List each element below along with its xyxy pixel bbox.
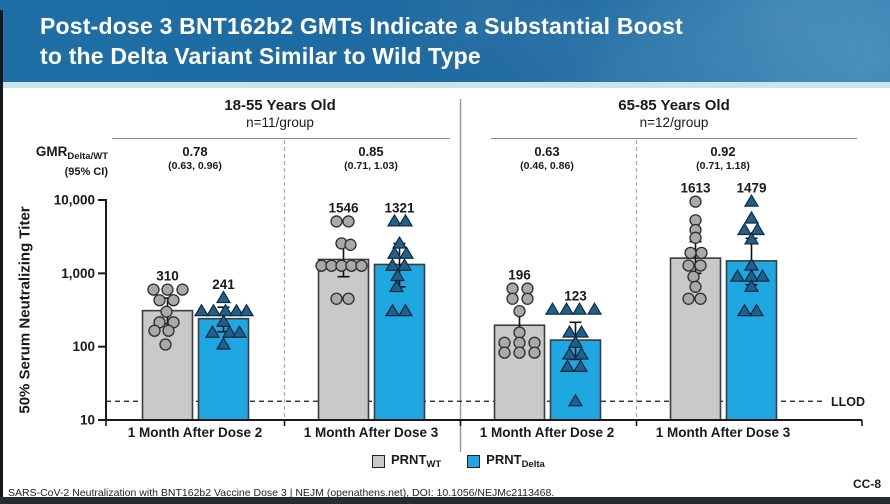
gmr-value-group3: 0.63 (0.46, 0.86) [459,144,635,174]
gmr-value: 0.78 [182,144,208,159]
gmr-ci: (0.71, 1.18) [696,160,750,172]
gmr-ci: (0.46, 0.86) [520,160,574,172]
gmr-ci: (0.63, 0.96) [168,160,222,172]
source-citation: SARS-CoV-2 Neutralization with BNT162b2 … [8,487,555,499]
title-banner: Post-dose 3 BNT162b2 GMTs Indicate a Sub… [0,0,890,82]
gmr-ci-label: (95% CI) [64,166,108,178]
slide-title: Post-dose 3 BNT162b2 GMTs Indicate a Sub… [40,11,683,71]
gmr-value: 0.63 [534,144,560,159]
svg-text:196: 196 [508,268,531,283]
wt-swatch-icon [372,454,385,468]
svg-text:10: 10 [80,413,95,428]
chart-legend: PRNTWT PRNTDelta [372,452,545,470]
svg-text:310: 310 [156,269,179,284]
panel-header-65-85: 65-85 Years Old n=12/group [491,97,857,130]
legend-item-delta: PRNTDelta [467,452,545,470]
gmr-label-subscript: Delta/WT [67,151,108,162]
svg-text:1479: 1479 [736,181,766,196]
y-axis-title: 50% Serum Neutralizing Titer [16,206,34,414]
gmr-value-group1: 0.78 (0.63, 0.96) [107,144,283,174]
x-label-group3: 1 Month After Dose 2 [479,425,615,440]
gmr-value-group4: 0.92 (0.71, 1.18) [635,144,811,174]
llod-label: LLOD [831,395,866,409]
svg-text:241: 241 [212,277,235,292]
svg-text:1321: 1321 [384,200,415,215]
panel-title: 65-85 Years Old [618,97,730,114]
svg-text:123: 123 [564,289,587,304]
banner-accent-strip [0,82,890,88]
gmr-value-group2: 0.85 (0.71, 1.03) [283,144,459,174]
gmr-row-header: GMRDelta/WT (95% CI) [8,144,108,180]
legend-subscript: Delta [521,459,545,470]
panel-header-18-55: 18-55 Years Old n=11/group [110,97,450,130]
svg-text:1,000: 1,000 [61,266,95,281]
svg-text:1546: 1546 [328,200,359,215]
x-label-group1: 1 Month After Dose 2 [127,425,263,440]
panel-n-label: n=12/group [639,115,709,130]
bottom-border [0,497,890,504]
gmr-value: 0.92 [710,144,736,159]
gmr-ci: (0.71, 1.03) [344,160,398,172]
gmr-label: GMR [35,144,68,159]
delta-swatch-icon [467,454,481,468]
panel-n-label: n=11/group [246,115,314,130]
legend-item-wt: PRNTWT [372,452,441,470]
gmr-value: 0.85 [358,144,384,159]
svg-text:100: 100 [72,339,95,354]
svg-text:1613: 1613 [680,181,711,196]
legend-subscript: WT [426,459,442,470]
slide-title-line2: to the Delta Variant Similar to Wild Typ… [40,43,481,69]
legend-label: PRNT [486,452,522,467]
x-label-group4: 1 Month After Dose 3 [655,425,791,440]
x-label-group2: 1 Month After Dose 3 [303,425,439,440]
left-border [0,10,3,504]
svg-text:10,000: 10,000 [54,193,95,208]
legend-label: PRNT [391,452,427,467]
slide-title-line1: Post-dose 3 BNT162b2 GMTs Indicate a Sub… [40,13,683,39]
panel-title: 18-55 Years Old [224,97,336,114]
slide-code: CC-8 [852,477,881,491]
